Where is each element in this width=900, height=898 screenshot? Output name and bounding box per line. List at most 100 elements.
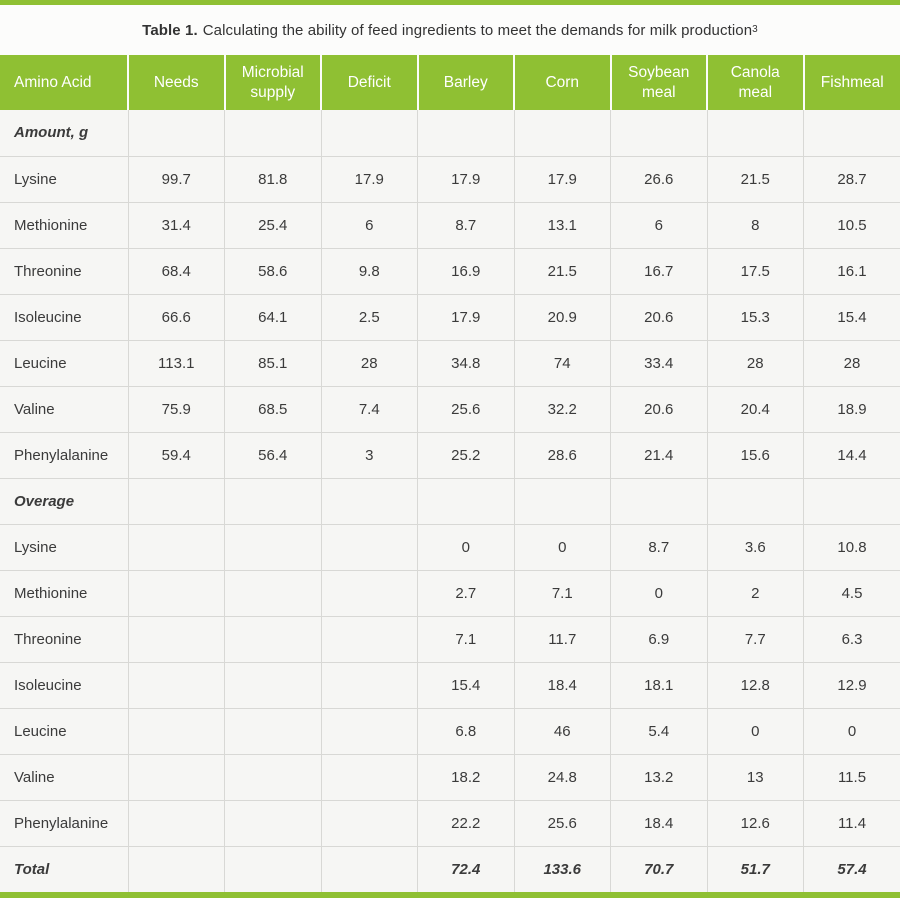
data-row-isoleucine: Isoleucine 15.4 18.4 18.1 12.8 12.9 [0, 661, 900, 708]
cell-overage-canola-meal [706, 477, 804, 524]
cell-methionine-fishmeal: 4.5 [803, 569, 900, 616]
row-label-methionine: Methionine [0, 201, 128, 248]
table-header-row: Amino Acid Needs Microbial supply Deficit Ba… [0, 55, 900, 110]
cell-methionine-needs [127, 569, 225, 616]
cell-phenylalanine-corn: 28.6 [513, 431, 611, 478]
cell-lysine-microbial-supply: 81.8 [224, 155, 321, 202]
cell-methionine-microbial-supply: 25.4 [224, 201, 321, 248]
table-caption: Table 1. Calculating the ability of feed … [0, 5, 900, 55]
data-row-valine: Valine 75.9 68.5 7.4 25.6 32.2 20.6 20.4 18.9 [0, 385, 900, 432]
cell-overage-microbial-supply [224, 477, 321, 524]
cell-overage-needs [127, 477, 225, 524]
cell-lysine-soybean-meal: 8.7 [610, 523, 707, 570]
row-label-lysine: Lysine [0, 155, 128, 202]
cell-lysine-fishmeal: 28.7 [803, 155, 900, 202]
cell-total-needs [127, 845, 225, 892]
cell-valine-canola-meal: 13 [706, 753, 804, 800]
cell-amount-g-fishmeal [803, 110, 900, 156]
cell-threonine-needs [127, 615, 225, 662]
cell-leucine-fishmeal: 0 [803, 707, 900, 754]
cell-threonine-corn: 11.7 [513, 615, 611, 662]
column-header-soybean-meal: Soybean meal [609, 55, 707, 110]
cell-phenylalanine-microbial-supply [224, 799, 321, 846]
cell-leucine-soybean-meal: 5.4 [610, 707, 707, 754]
cell-phenylalanine-barley: 22.2 [417, 799, 514, 846]
cell-lysine-deficit [320, 523, 418, 570]
cell-valine-deficit [320, 753, 418, 800]
cell-threonine-corn: 21.5 [513, 247, 611, 294]
column-header-corn: Corn [513, 55, 611, 110]
section-row-amount-g: Amount, g [0, 110, 900, 156]
cell-phenylalanine-fishmeal: 11.4 [803, 799, 900, 846]
cell-isoleucine-soybean-meal: 20.6 [610, 293, 707, 340]
cell-valine-deficit: 7.4 [320, 385, 418, 432]
cell-valine-soybean-meal: 13.2 [610, 753, 707, 800]
cell-methionine-barley: 2.7 [417, 569, 514, 616]
cell-valine-barley: 25.6 [417, 385, 514, 432]
column-header-barley: Barley [416, 55, 514, 110]
cell-amount-g-deficit [320, 110, 418, 156]
cell-valine-microbial-supply: 68.5 [224, 385, 321, 432]
row-label-isoleucine: Isoleucine [0, 293, 128, 340]
cell-phenylalanine-corn: 25.6 [513, 799, 611, 846]
row-label-threonine: Threonine [0, 615, 128, 662]
cell-total-barley: 72.4 [417, 845, 514, 892]
cell-lysine-microbial-supply [224, 523, 321, 570]
data-row-phenylalanine: Phenylalanine 59.4 56.4 3 25.2 28.6 21.4 15.6 14… [0, 431, 900, 478]
row-label-amount-g: Amount, g [0, 110, 128, 156]
row-label-threonine: Threonine [0, 247, 128, 294]
table-caption-text: Calculating the ability of feed ingredie… [202, 21, 753, 39]
cell-isoleucine-microbial-supply: 64.1 [224, 293, 321, 340]
cell-total-soybean-meal: 70.7 [610, 845, 707, 892]
cell-threonine-fishmeal: 6.3 [803, 615, 900, 662]
cell-isoleucine-needs [127, 661, 225, 708]
cell-methionine-canola-meal: 8 [706, 201, 804, 248]
row-label-methionine: Methionine [0, 569, 128, 616]
feed-ingredients-table: Amino Acid Needs Microbial supply Deficit Ba… [0, 55, 900, 892]
cell-threonine-microbial-supply: 58.6 [224, 247, 321, 294]
cell-valine-fishmeal: 11.5 [803, 753, 900, 800]
cell-lysine-needs [127, 523, 225, 570]
row-label-leucine: Leucine [0, 707, 128, 754]
cell-isoleucine-deficit [320, 661, 418, 708]
cell-leucine-corn: 46 [513, 707, 611, 754]
data-row-leucine: Leucine 113.1 85.1 28 34.8 74 33.4 28 28 [0, 339, 900, 386]
cell-threonine-soybean-meal: 16.7 [610, 247, 707, 294]
cell-methionine-barley: 8.7 [417, 201, 514, 248]
column-header-fishmeal: Fishmeal [802, 55, 900, 110]
cell-methionine-deficit: 6 [320, 201, 418, 248]
cell-leucine-deficit: 28 [320, 339, 418, 386]
cell-phenylalanine-soybean-meal: 18.4 [610, 799, 707, 846]
cell-phenylalanine-deficit [320, 799, 418, 846]
cell-total-microbial-supply [224, 845, 321, 892]
cell-phenylalanine-canola-meal: 15.6 [706, 431, 804, 478]
cell-leucine-barley: 6.8 [417, 707, 514, 754]
data-row-threonine: Threonine 7.1 11.7 6.9 7.7 6.3 [0, 615, 900, 662]
cell-methionine-needs: 31.4 [127, 201, 225, 248]
cell-isoleucine-soybean-meal: 18.1 [610, 661, 707, 708]
cell-overage-barley [417, 477, 514, 524]
row-label-leucine: Leucine [0, 339, 128, 386]
cell-threonine-barley: 16.9 [417, 247, 514, 294]
cell-isoleucine-barley: 17.9 [417, 293, 514, 340]
cell-methionine-microbial-supply [224, 569, 321, 616]
row-label-overage: Overage [0, 477, 128, 524]
cell-threonine-deficit [320, 615, 418, 662]
column-header-canola-meal: Canola meal [706, 55, 804, 110]
table-header: Amino Acid Needs Microbial supply Deficit Ba… [0, 55, 900, 110]
cell-phenylalanine-barley: 25.2 [417, 431, 514, 478]
cell-total-corn: 133.6 [513, 845, 611, 892]
row-label-phenylalanine: Phenylalanine [0, 431, 128, 478]
cell-valine-microbial-supply [224, 753, 321, 800]
cell-threonine-soybean-meal: 6.9 [610, 615, 707, 662]
cell-threonine-canola-meal: 7.7 [706, 615, 804, 662]
cell-leucine-corn: 74 [513, 339, 611, 386]
column-header-microbial-supply: Microbial supply [223, 55, 321, 110]
section-row-overage: Overage [0, 477, 900, 524]
cell-overage-corn [513, 477, 611, 524]
cell-valine-barley: 18.2 [417, 753, 514, 800]
cell-isoleucine-deficit: 2.5 [320, 293, 418, 340]
cell-valine-corn: 32.2 [513, 385, 611, 432]
cell-methionine-corn: 13.1 [513, 201, 611, 248]
cell-leucine-needs: 113.1 [127, 339, 225, 386]
